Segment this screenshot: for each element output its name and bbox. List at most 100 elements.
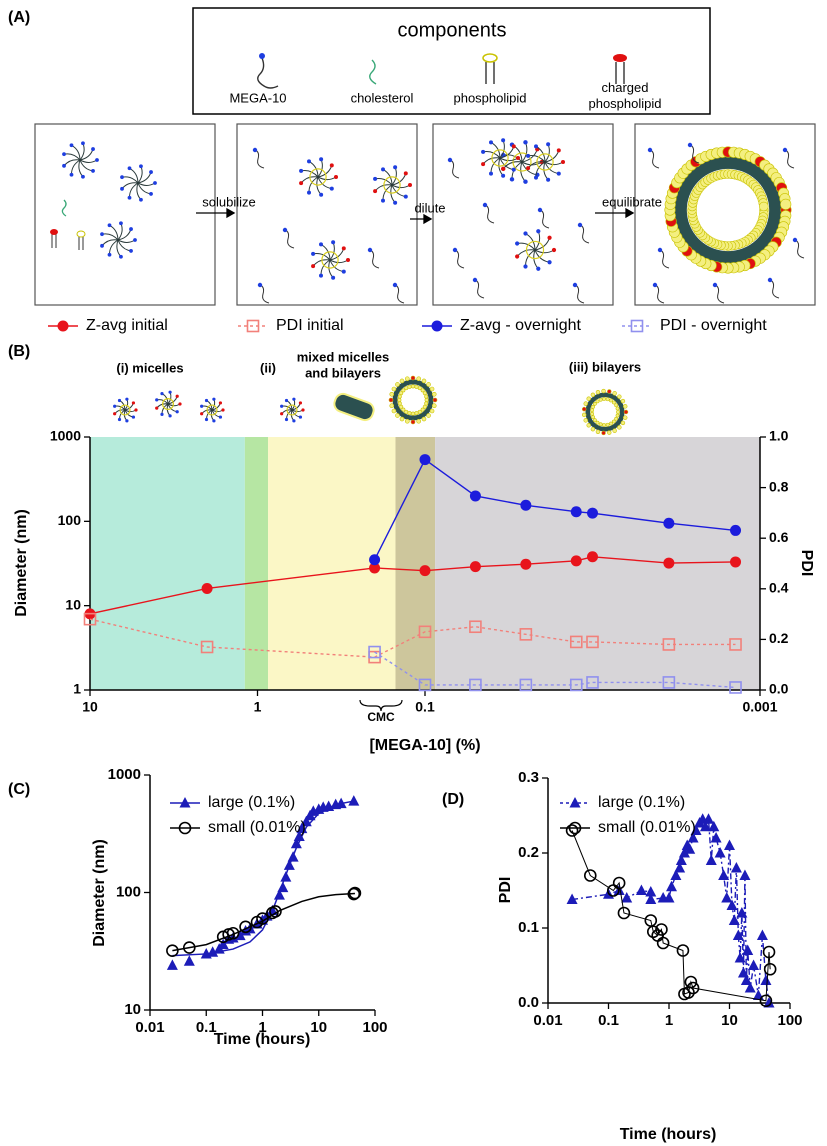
micelle-head	[118, 399, 121, 402]
micelle-chain	[318, 177, 332, 189]
micelle-chain	[318, 159, 322, 177]
vesicle-head	[411, 412, 414, 415]
micelle-head	[62, 152, 66, 156]
vesicle-head	[427, 382, 431, 386]
vesicle-head	[616, 407, 619, 410]
monomer-head	[658, 248, 662, 252]
vesicle-head	[602, 431, 606, 435]
micelle-chain	[330, 260, 348, 263]
micelle-chain	[122, 183, 138, 189]
micelle-chain	[80, 160, 97, 162]
vesicle-head	[624, 410, 628, 414]
vesicle-head	[593, 419, 596, 422]
micelle-head	[120, 175, 124, 179]
micelle-chain	[80, 160, 93, 171]
point	[420, 454, 431, 465]
figure-canvas: (A) components MEGA-10 cholesterol phosp…	[0, 0, 827, 1146]
vesicle-head	[584, 402, 588, 406]
micelle-head	[331, 276, 335, 280]
vesicle-head	[433, 398, 437, 402]
micelle-head	[373, 177, 377, 181]
micelle-head	[176, 395, 179, 398]
monomer-icon	[580, 225, 589, 243]
micelle-chain	[522, 142, 527, 162]
vesicle-head	[606, 423, 609, 426]
micelle-head	[139, 164, 143, 168]
monomer-icon	[260, 285, 269, 303]
vesicle-head	[405, 377, 409, 381]
micelle-head	[523, 231, 527, 235]
micelle-head	[155, 398, 158, 401]
region	[245, 437, 268, 690]
micelle-head	[301, 408, 304, 411]
micelle-head	[330, 187, 334, 191]
micelle-head	[132, 415, 135, 418]
micelle-chain	[138, 166, 142, 183]
vesicle-head	[599, 398, 602, 401]
vesicle-head	[395, 414, 399, 418]
vesicle-head	[606, 398, 609, 401]
micelle-head	[319, 157, 323, 161]
micelle-head	[91, 147, 95, 151]
step-label: solubilize	[202, 194, 255, 209]
micelle-icon	[515, 229, 556, 271]
micelle-head	[285, 418, 288, 421]
region	[435, 437, 760, 690]
vesicle-head	[418, 410, 421, 413]
micelle-chain	[330, 260, 344, 272]
y-tick-label: 0.2	[518, 844, 539, 861]
vesicle-head	[584, 418, 588, 422]
vesicle-head	[400, 379, 404, 383]
micelle-head	[219, 415, 222, 418]
micelle-chain	[122, 177, 138, 183]
point	[369, 554, 380, 565]
monomer-icon	[455, 250, 464, 268]
micelle-head	[526, 166, 530, 170]
micelle-head	[91, 169, 95, 173]
y2-tick-label: 0.2	[769, 630, 789, 646]
y-tick-label: 0.1	[518, 919, 539, 936]
monomer-head	[283, 228, 287, 232]
legend-label: large (0.1%)	[208, 794, 295, 811]
micelle-chain	[535, 238, 550, 250]
legend-marker	[58, 321, 69, 332]
micelle-head	[292, 398, 295, 401]
components-title: components	[398, 19, 507, 41]
vesicle-head	[411, 376, 415, 380]
y2-axis-label: PDI	[798, 550, 815, 577]
x-tick-label: 0.01	[533, 1012, 562, 1029]
monomer-icon	[475, 280, 484, 298]
micelle-head	[557, 172, 561, 176]
annotation: (ii)	[260, 360, 276, 375]
micelle-head	[346, 258, 350, 262]
micelle-head	[149, 192, 153, 196]
micelle-chain	[118, 240, 135, 242]
vesicle-head	[417, 419, 421, 423]
point	[663, 558, 674, 569]
micelle-chain	[545, 162, 563, 165]
monomer-icon	[660, 250, 669, 268]
vesicle-head	[607, 431, 611, 435]
x-axis-label: [MEGA-10] (%)	[369, 737, 480, 754]
vesicle-head	[424, 395, 427, 398]
micelle-head	[481, 162, 485, 166]
y-tick-label: 100	[116, 883, 141, 900]
y2-tick-label: 1.0	[769, 428, 789, 444]
monomer-icon	[285, 230, 294, 248]
micelle-chain	[168, 404, 180, 406]
micelle-chain	[392, 173, 406, 185]
vesicle-head	[590, 412, 593, 415]
lipid-head	[77, 231, 85, 237]
micelle-chain	[545, 144, 549, 162]
y-tick-label: 1000	[50, 428, 81, 444]
annotation: and bilayers	[305, 365, 381, 380]
vesicle-head	[389, 398, 393, 402]
micelle-head	[62, 164, 66, 168]
vesicle-head	[596, 421, 599, 424]
monomer-head	[453, 248, 457, 252]
micelle-chain	[535, 250, 550, 262]
micelle-head	[212, 398, 215, 401]
micelle-head	[381, 199, 385, 203]
point	[636, 885, 647, 896]
micelle-head	[153, 181, 157, 185]
